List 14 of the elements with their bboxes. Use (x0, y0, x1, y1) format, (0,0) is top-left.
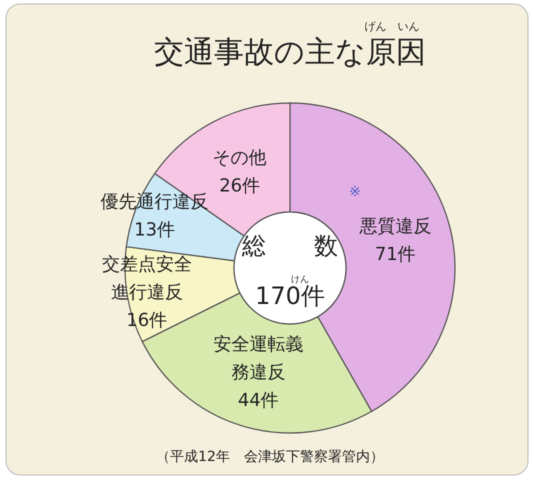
data-label: 13件 (134, 220, 176, 241)
chart-title: 交通事故の主な原因 (154, 35, 426, 70)
text: ※ (349, 184, 361, 200)
data-label: 44件 (238, 390, 279, 412)
text: けん (291, 275, 309, 285)
text: （平成12年 会津坂下警察署管内） (156, 449, 384, 465)
text: 170件 (255, 282, 325, 310)
data-label: 71件 (374, 244, 416, 266)
slice-label: その他 (212, 147, 267, 168)
text: げん いん (364, 20, 420, 33)
slice-label: 安全運転義務違反 (213, 334, 304, 384)
text: 総 数 (241, 232, 338, 260)
slice-label: 悪質違反 (358, 216, 432, 238)
data-label: 26件 (219, 175, 260, 196)
